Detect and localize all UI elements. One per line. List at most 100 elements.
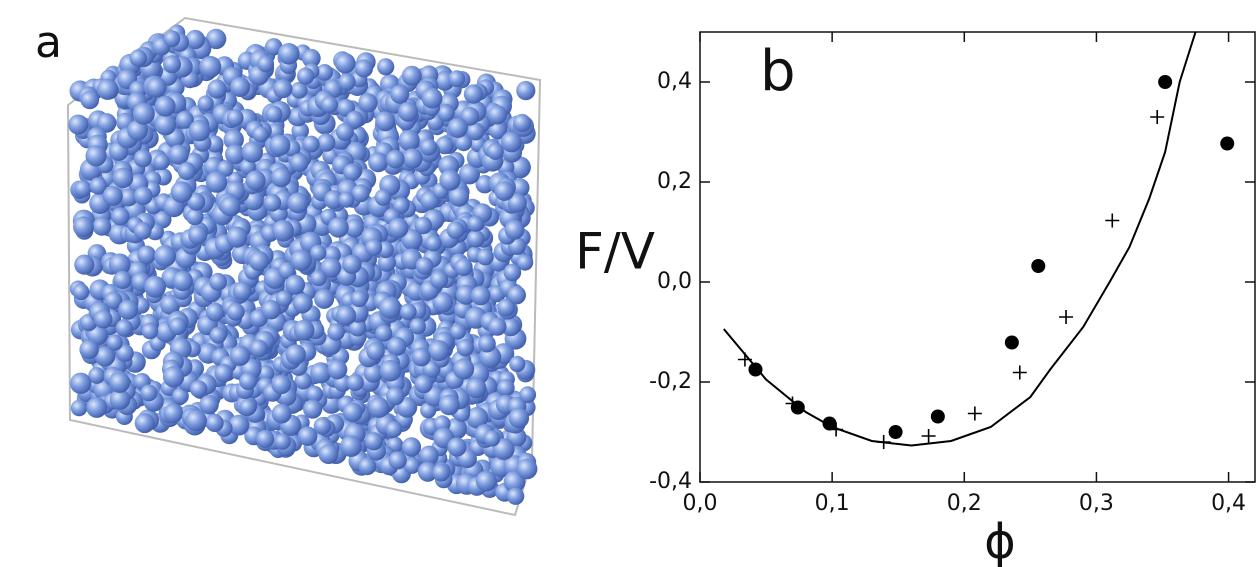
sphere xyxy=(346,374,364,392)
sphere xyxy=(306,385,324,403)
sphere xyxy=(363,363,383,383)
sphere xyxy=(388,217,409,239)
sphere xyxy=(113,270,132,290)
sphere xyxy=(239,158,256,175)
sphere xyxy=(285,274,306,295)
sphere xyxy=(252,126,269,143)
sphere xyxy=(290,249,312,271)
sphere xyxy=(402,148,423,169)
sphere xyxy=(137,245,156,265)
sphere xyxy=(92,217,112,236)
sphere xyxy=(340,435,362,458)
sphere xyxy=(417,461,438,482)
sphere xyxy=(342,254,362,274)
sphere xyxy=(487,105,507,125)
sphere xyxy=(403,457,421,474)
sphere xyxy=(85,145,107,167)
sphere xyxy=(483,430,501,447)
sphere xyxy=(379,359,402,382)
sphere xyxy=(163,403,183,424)
sphere xyxy=(168,317,187,336)
y-tick-label: 0,0 xyxy=(657,269,692,294)
sphere xyxy=(401,229,423,251)
sphere xyxy=(291,122,310,140)
data-point xyxy=(930,409,945,424)
sphere xyxy=(285,344,306,365)
sphere xyxy=(302,135,320,153)
sphere xyxy=(338,191,355,208)
sphere xyxy=(314,288,335,309)
sphere xyxy=(338,73,356,91)
sphere xyxy=(501,131,522,153)
sphere xyxy=(80,90,100,110)
panel-label: a xyxy=(35,17,62,68)
sphere xyxy=(154,245,177,267)
sphere xyxy=(507,285,526,305)
sphere xyxy=(290,81,308,99)
sphere xyxy=(419,445,439,466)
sphere xyxy=(466,122,485,141)
sphere xyxy=(365,238,383,256)
sphere xyxy=(275,290,293,307)
sphere xyxy=(106,334,123,351)
sphere xyxy=(271,374,292,395)
sphere xyxy=(205,302,225,322)
sphere xyxy=(289,153,309,173)
sphere xyxy=(508,407,530,429)
sphere xyxy=(112,167,134,189)
data-point xyxy=(1150,110,1165,124)
sphere xyxy=(478,334,496,353)
data-point xyxy=(1220,136,1235,151)
sphere xyxy=(310,270,327,287)
y-tick-label: 0,2 xyxy=(657,169,692,194)
sphere xyxy=(324,190,344,210)
sphere xyxy=(205,171,228,193)
sphere xyxy=(453,358,475,380)
sphere xyxy=(429,270,449,289)
sphere xyxy=(313,417,332,435)
sphere xyxy=(375,324,393,342)
sphere xyxy=(249,339,268,358)
data-point xyxy=(967,406,982,421)
sphere xyxy=(411,347,431,367)
sphere xyxy=(328,217,349,238)
sphere xyxy=(127,119,148,141)
sphere xyxy=(334,52,356,74)
sphere xyxy=(172,387,189,405)
sphere xyxy=(111,207,130,226)
sphere xyxy=(432,292,454,313)
sphere xyxy=(345,110,364,129)
sphere xyxy=(414,374,433,394)
data-point xyxy=(888,425,903,439)
data-point xyxy=(1012,365,1027,380)
sphere xyxy=(428,340,450,362)
sphere xyxy=(116,344,134,362)
sphere xyxy=(271,167,292,188)
sphere xyxy=(343,163,361,181)
sphere xyxy=(401,437,422,457)
sphere xyxy=(278,262,296,280)
sphere xyxy=(374,189,392,206)
sphere xyxy=(488,317,507,336)
sphere xyxy=(228,414,250,436)
sphere xyxy=(154,113,177,136)
sphere xyxy=(316,64,333,81)
sphere xyxy=(140,384,158,402)
sphere xyxy=(271,403,292,424)
sphere xyxy=(257,365,275,382)
sphere xyxy=(513,113,532,133)
sphere xyxy=(185,29,205,50)
sphere xyxy=(519,386,537,404)
sphere xyxy=(73,216,94,238)
sphere xyxy=(189,380,208,398)
sphere xyxy=(449,323,466,340)
sphere xyxy=(220,196,241,217)
sphere xyxy=(297,67,315,85)
data-point xyxy=(1105,213,1120,228)
y-tick-label: -0,2 xyxy=(649,369,692,394)
sphere xyxy=(274,433,291,450)
sphere xyxy=(141,322,159,340)
sphere xyxy=(163,55,181,74)
sphere xyxy=(207,79,227,99)
sphere xyxy=(177,162,196,181)
